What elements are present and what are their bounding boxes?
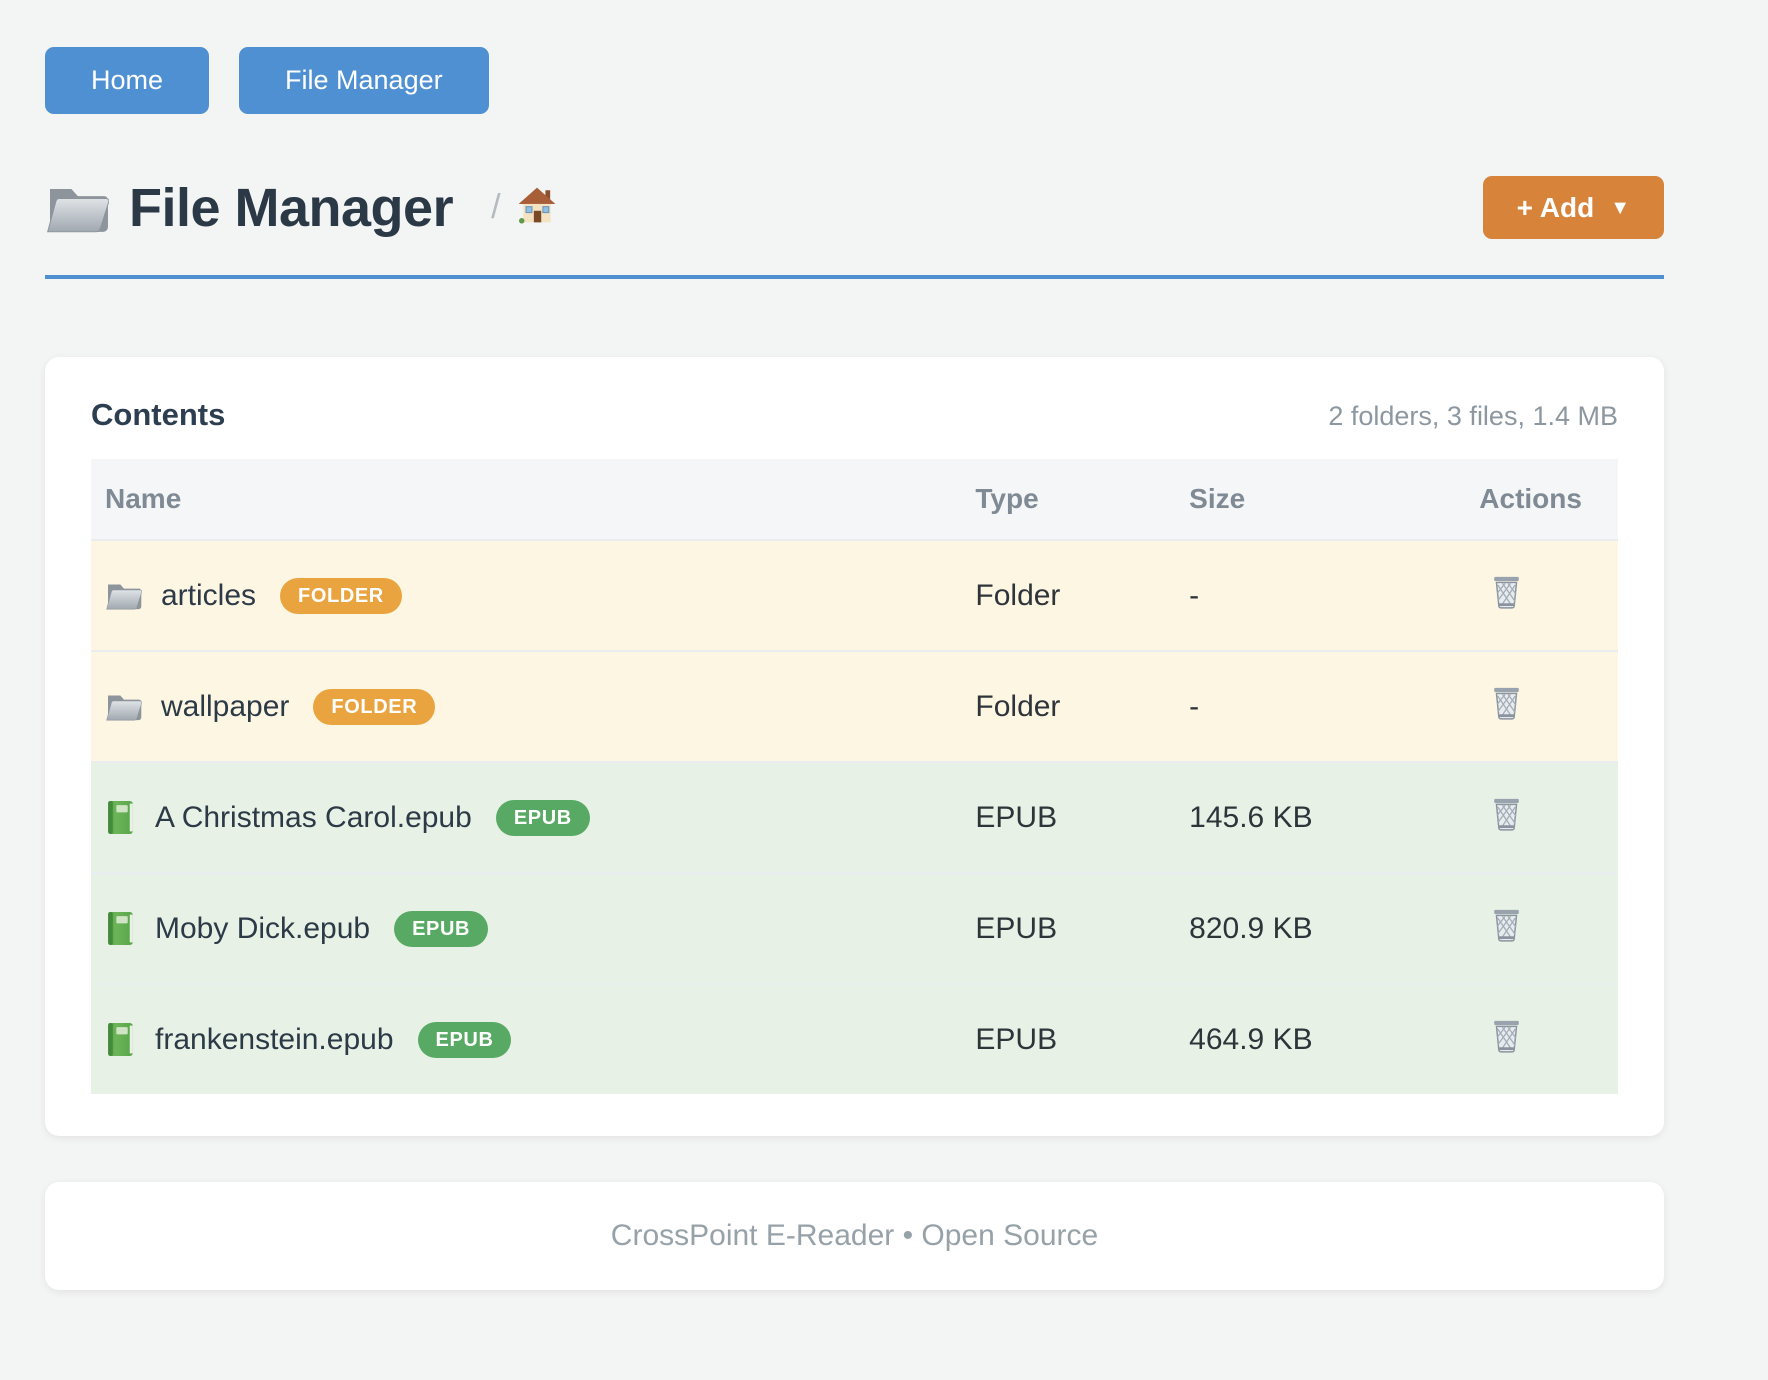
contents-card: Contents 2 folders, 3 files, 1.4 MB Name… — [45, 357, 1664, 1136]
file-manager-button[interactable]: File Manager — [239, 47, 489, 114]
trash-icon — [1491, 685, 1522, 723]
type-badge: EPUB — [417, 1021, 512, 1058]
column-header-size: Size — [1175, 459, 1466, 539]
contents-table-body: articles FOLDER Folder - — [91, 539, 1618, 1094]
nav-bar: Home File Manager — [45, 47, 1664, 114]
delete-button[interactable] — [1491, 574, 1522, 612]
book-icon — [105, 800, 136, 835]
type-cell: EPUB — [961, 983, 1176, 1094]
add-button-label: + Add — [1516, 191, 1595, 223]
folder-icon — [45, 181, 109, 235]
contents-title: Contents — [91, 397, 226, 432]
file-name: articles — [161, 578, 257, 612]
trash-icon — [1491, 907, 1522, 945]
type-cell: Folder — [961, 539, 1176, 650]
add-button[interactable]: + Add ▼ — [1482, 176, 1664, 239]
name-cell: Moby Dick.epub EPUB — [91, 872, 962, 983]
delete-button[interactable] — [1491, 1018, 1522, 1056]
size-cell: - — [1175, 539, 1466, 650]
footer-text: CrossPoint E-Reader • Open Source — [610, 1219, 1099, 1252]
book-icon — [105, 1022, 136, 1057]
delete-button[interactable] — [1491, 907, 1522, 945]
table-row[interactable]: articles FOLDER Folder - — [91, 539, 1618, 650]
folder-icon — [105, 691, 142, 722]
delete-button[interactable] — [1491, 685, 1522, 723]
contents-card-header: Contents 2 folders, 3 files, 1.4 MB — [91, 397, 1618, 433]
actions-cell — [1465, 650, 1618, 761]
contents-summary: 2 folders, 3 files, 1.4 MB — [1328, 401, 1618, 431]
type-badge: EPUB — [394, 910, 489, 947]
actions-cell — [1465, 983, 1618, 1094]
page: Home File Manager File Manager / — [45, 47, 1664, 1290]
file-name: wallpaper — [161, 689, 290, 723]
trash-icon — [1491, 1018, 1522, 1056]
trash-icon — [1491, 796, 1522, 834]
size-cell: 145.6 KB — [1175, 761, 1466, 872]
type-cell: EPUB — [961, 872, 1176, 983]
page-title: File Manager — [129, 177, 454, 238]
name-cell: wallpaper FOLDER — [91, 650, 962, 761]
chevron-down-icon: ▼ — [1610, 197, 1630, 219]
file-name: Moby Dick.epub — [155, 911, 371, 945]
house-icon — [517, 186, 557, 229]
table-row[interactable]: Moby Dick.epub EPUB EPUB 820.9 KB — [91, 872, 1618, 983]
breadcrumb-separator: / — [491, 188, 501, 226]
book-icon — [105, 911, 136, 946]
file-name: frankenstein.epub — [155, 1022, 394, 1056]
table-row[interactable]: A Christmas Carol.epub EPUB EPUB 145.6 K… — [91, 761, 1618, 872]
table-row[interactable]: frankenstein.epub EPUB EPUB 464.9 KB — [91, 983, 1618, 1094]
column-header-type: Type — [961, 459, 1176, 539]
folder-icon — [105, 580, 142, 611]
delete-button[interactable] — [1491, 796, 1522, 834]
type-cell: EPUB — [961, 761, 1176, 872]
type-badge: EPUB — [495, 799, 590, 836]
name-cell: A Christmas Carol.epub EPUB — [91, 761, 962, 872]
home-button[interactable]: Home — [45, 47, 210, 114]
page-header: File Manager / + Add ▼ — [45, 176, 1664, 239]
type-cell: Folder — [961, 650, 1176, 761]
file-name: A Christmas Carol.epub — [155, 800, 472, 834]
column-header-actions: Actions — [1465, 459, 1618, 539]
name-cell: frankenstein.epub EPUB — [91, 983, 962, 1094]
actions-cell — [1465, 872, 1618, 983]
size-cell: 820.9 KB — [1175, 872, 1466, 983]
type-badge: FOLDER — [313, 688, 436, 725]
actions-cell — [1465, 539, 1618, 650]
size-cell: - — [1175, 650, 1466, 761]
footer-card: CrossPoint E-Reader • Open Source — [45, 1182, 1664, 1290]
table-header-row: Name Type Size Actions — [91, 459, 1618, 539]
table-row[interactable]: wallpaper FOLDER Folder - — [91, 650, 1618, 761]
contents-table: Name Type Size Actions articles FOLDER Fold… — [91, 459, 1618, 1094]
type-badge: FOLDER — [280, 577, 402, 614]
size-cell: 464.9 KB — [1175, 983, 1466, 1094]
breadcrumb: / — [491, 186, 556, 229]
actions-cell — [1465, 761, 1618, 872]
breadcrumb-home-link[interactable] — [517, 186, 557, 229]
column-header-name: Name — [91, 459, 962, 539]
name-cell: articles FOLDER — [91, 539, 962, 650]
title-divider — [45, 275, 1664, 279]
trash-icon — [1491, 574, 1522, 612]
